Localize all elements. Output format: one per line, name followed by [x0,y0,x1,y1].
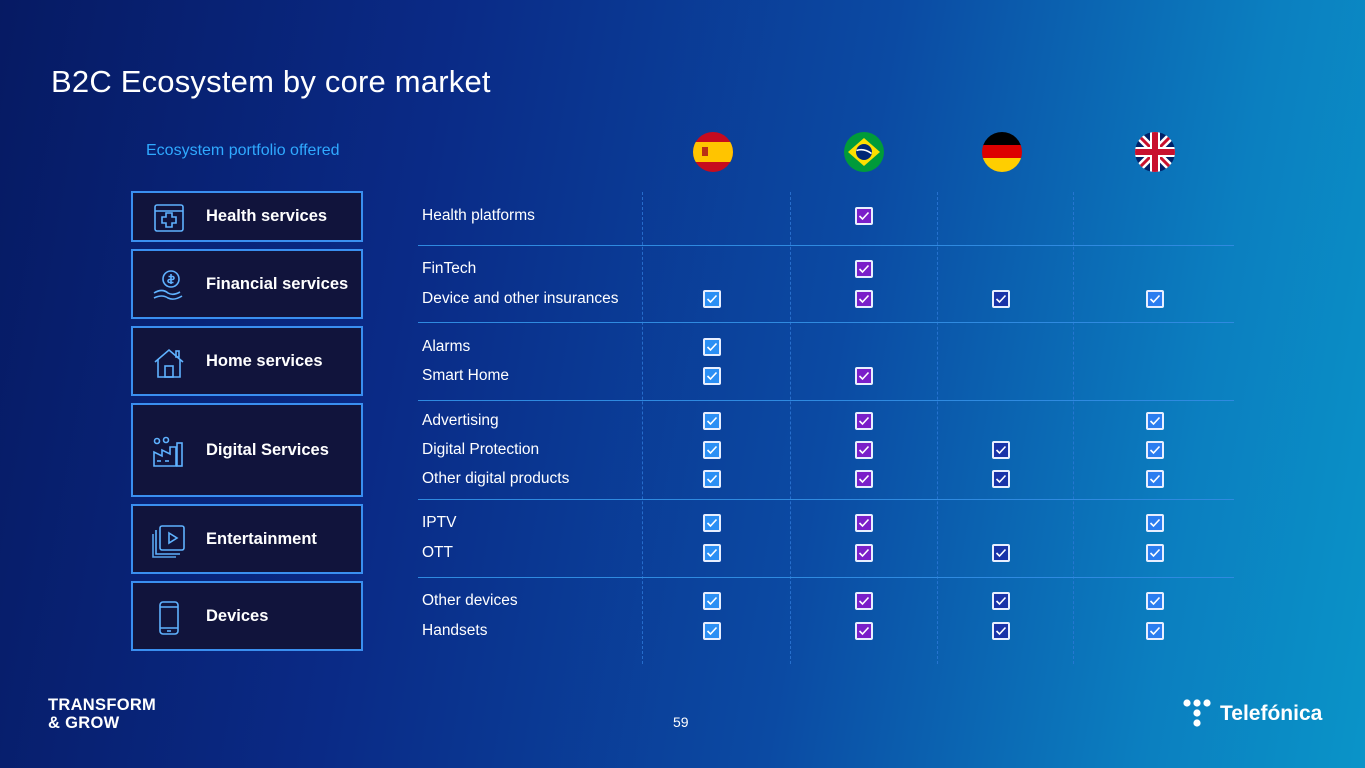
category-devices: Devices [131,581,363,651]
checkbox-es-checked [703,622,721,640]
group-separator [418,499,1234,500]
category-label: Entertainment [206,529,317,548]
checkbox-de-checked [992,290,1010,308]
row-label: Smart Home [422,367,509,384]
row-label: Handsets [422,622,488,639]
row-label: IPTV [422,514,457,531]
group-separator [418,400,1234,401]
devices-icon [151,600,187,636]
checkbox-br-checked [855,290,873,308]
telefonica-logo-text: Telefónica [1220,702,1323,725]
row-label: Alarms [422,338,471,355]
category-label: Health services [206,207,328,225]
checkbox-uk-checked [1146,592,1164,610]
checkbox-uk-checked [1146,290,1164,308]
category-label: Digital Services [206,440,329,459]
checkbox-uk-checked [1146,441,1164,459]
row-label: Advertising [422,412,499,429]
health-icon [151,200,187,236]
checkbox-es-checked [703,441,721,459]
row-label: Other digital products [422,470,570,487]
portfolio-subtitle: Ecosystem portfolio offered [146,142,340,159]
row-label: Health platforms [422,207,535,224]
checkbox-br-checked [855,367,873,385]
finance-icon [151,268,187,304]
checkbox-es-checked [703,367,721,385]
column-divider [1073,192,1074,664]
home-icon [151,345,187,381]
uk-flag-icon [1135,132,1175,172]
category-label: Financial services [206,274,349,293]
checkbox-br-checked [855,514,873,532]
row-label: Digital Protection [422,441,540,458]
column-divider [642,192,643,664]
checkbox-es-checked [703,544,721,562]
checkbox-br-checked [855,207,873,225]
checkbox-de-checked [992,544,1010,562]
checkbox-de-checked [992,622,1010,640]
brazil-flag-icon [844,132,884,172]
checkbox-de-checked [992,470,1010,488]
spain-flag-icon [693,132,733,172]
checkbox-br-checked [855,470,873,488]
category-label: Devices [206,606,269,625]
checkbox-es-checked [703,514,721,532]
row-label: Device and other insurances [422,290,619,307]
entertainment-icon [151,523,187,559]
checkbox-de-checked [992,592,1010,610]
column-divider [937,192,938,664]
row-label: FinTech [422,260,477,277]
category-label: Home services [206,351,323,370]
checkbox-uk-checked [1146,544,1164,562]
category-financial-services: Financial services [131,249,363,319]
checkbox-uk-checked [1146,412,1164,430]
checkbox-es-checked [703,290,721,308]
telefonica-logo-icon [1183,699,1211,727]
checkbox-br-checked [855,260,873,278]
checkbox-es-checked [703,412,721,430]
page-number: 59 [673,714,689,730]
category-home-services: Home services [131,326,363,396]
telefonica-logo: Telefónica [1182,698,1322,732]
checkbox-de-checked [992,441,1010,459]
column-divider [790,192,791,664]
checkbox-br-checked [855,622,873,640]
group-separator [418,577,1234,578]
group-separator [418,245,1234,246]
category-health-services: Health services [131,191,363,242]
page-title: B2C Ecosystem by core market [51,64,491,99]
category-entertainment: Entertainment [131,504,363,574]
checkbox-uk-checked [1146,622,1164,640]
checkbox-br-checked [855,441,873,459]
checkbox-br-checked [855,544,873,562]
checkbox-es-checked [703,338,721,356]
checkbox-br-checked [855,592,873,610]
transform-grow-logo: TRANSFORM & GROW [48,696,157,732]
checkbox-es-checked [703,470,721,488]
row-label: Other devices [422,592,518,609]
germany-flag-icon [982,132,1022,172]
digital-icon [151,434,187,470]
row-label: OTT [422,544,453,561]
checkbox-uk-checked [1146,470,1164,488]
checkbox-es-checked [703,592,721,610]
group-separator [418,322,1234,323]
checkbox-br-checked [855,412,873,430]
checkbox-uk-checked [1146,514,1164,532]
category-digital-services: Digital Services [131,403,363,497]
